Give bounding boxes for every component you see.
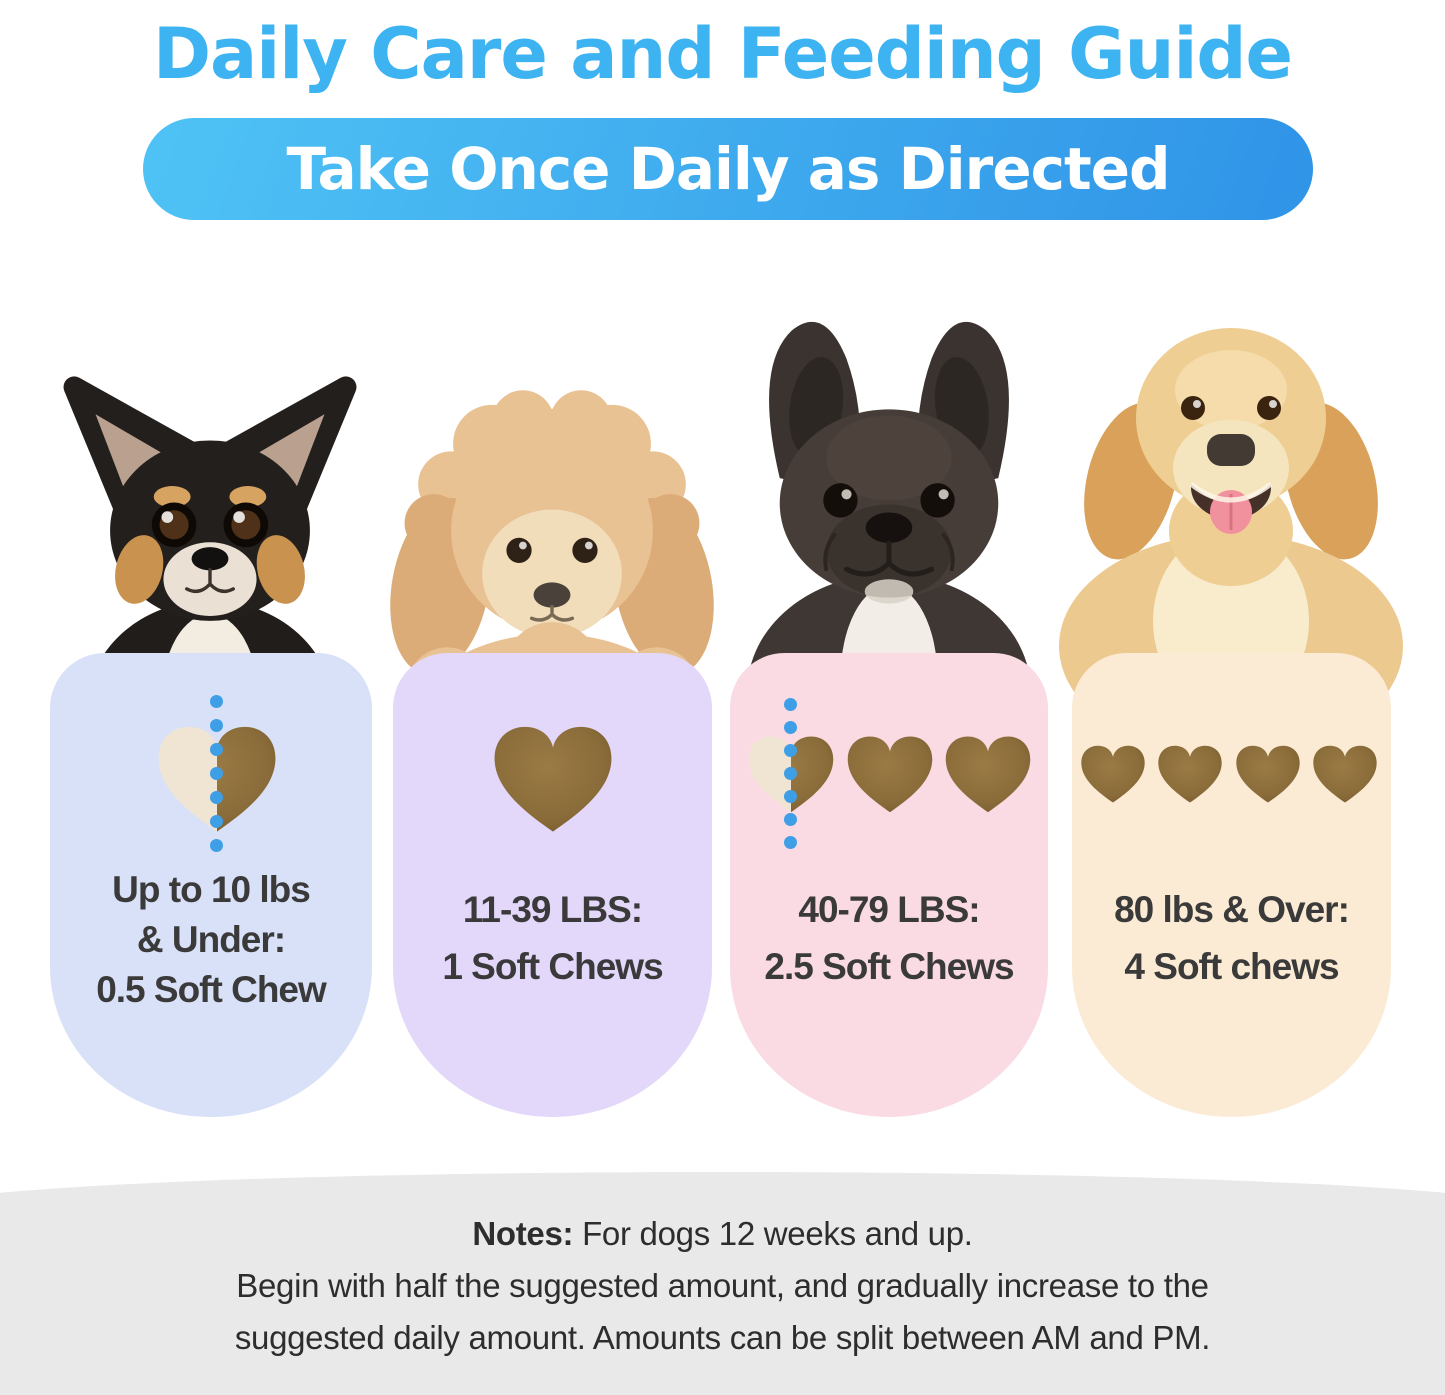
note-line-2: Begin with half the suggested amount, an… [236,1267,1209,1304]
page-title: Daily Care and Feeding Guide [152,13,1293,95]
weight-range-line: 11-39 LBS: [462,889,643,930]
dosage-card-11-39lbs: 11-39 LBS: 1 Soft Chews [393,653,712,1117]
weight-range-line: & Under: [136,919,286,960]
dosage-label: 40-79 LBS: 2.5 Soft Chews [730,881,1048,995]
dose-line: 4 Soft chews [1124,946,1339,987]
chew-icon [494,726,612,832]
note-line-1: Notes: For dogs 12 weeks and up. [472,1215,973,1252]
dosage-card-40-79lbs: 40-79 LBS: 2.5 Soft Chews [730,653,1048,1117]
french-bulldog-photo [747,321,1031,725]
weight-range-line: 80 lbs & Over: [1114,889,1350,930]
weight-range-line: 40-79 LBS: [798,889,980,930]
dose-line: 2.5 Soft Chews [764,946,1014,987]
chew-icon [1081,745,1145,803]
note-line-3: suggested daily amount. Amounts can be s… [234,1319,1211,1356]
chew-icon [1158,745,1222,803]
dosage-card-80lbs-over: 80 lbs & Over: 4 Soft chews [1072,653,1391,1117]
split-dose-dots [210,695,223,852]
dosage-label: Up to 10 lbs & Under: 0.5 Soft Chew [50,865,372,1015]
dose-line: 0.5 Soft Chew [96,969,327,1010]
dosage-card-up-to-10lbs: Up to 10 lbs & Under: 0.5 Soft Chew [50,653,372,1117]
dosage-banner-text: Take Once Daily as Directed [286,135,1170,203]
weight-range-line: Up to 10 lbs [112,869,311,910]
dosage-banner: Take Once Daily as Directed [143,118,1313,220]
notes-label: Notes: [472,1215,574,1252]
dose-line: 1 Soft Chews [442,946,663,987]
split-dose-dots [784,698,797,849]
chew-icon [1236,745,1300,803]
chew-icon [1313,745,1377,803]
chew-icon [847,736,933,813]
chew-icon [945,736,1031,813]
notes-section-background [0,1172,1445,1395]
dosage-label: 11-39 LBS: 1 Soft Chews [393,881,712,995]
notes-section: Notes: For dogs 12 weeks and up. Begin w… [0,1208,1445,1364]
dosage-label: 80 lbs & Over: 4 Soft chews [1072,881,1391,995]
